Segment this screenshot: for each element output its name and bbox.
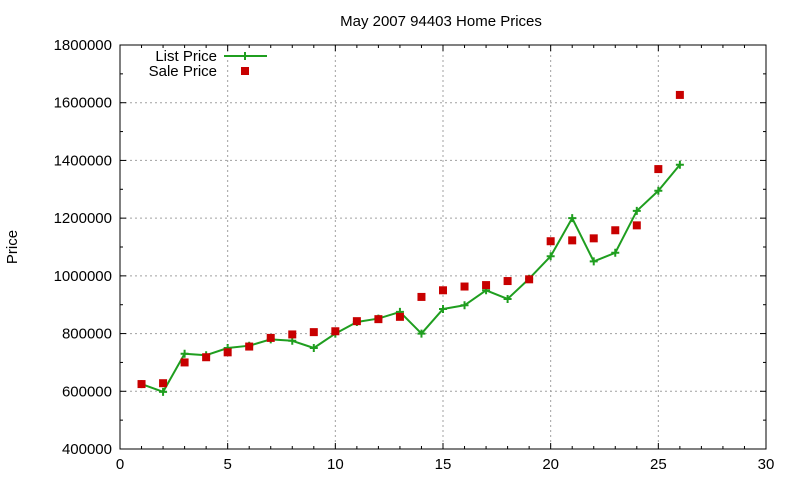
sale-price-point (288, 330, 297, 339)
legend: List Price Sale Price (149, 48, 267, 80)
y-tick-label: 1200000 (54, 210, 112, 227)
list-price-point (159, 387, 168, 396)
sale-price-point (439, 286, 447, 295)
sale-price-point (546, 237, 555, 246)
y-tick-label: 400000 (62, 441, 112, 458)
sale-price-point (482, 281, 491, 290)
sale-price-point (137, 380, 146, 389)
list-price-point (675, 160, 684, 169)
y-tick-label: 1000000 (54, 268, 112, 285)
list-price-point (417, 329, 426, 338)
list-price-point (309, 344, 318, 352)
sale-price-point (180, 358, 189, 367)
x-tick-label: 10 (327, 456, 344, 473)
sale-price-point (503, 277, 512, 286)
sale-price-point (374, 315, 383, 324)
sale-price-point (352, 317, 361, 326)
sale-price-point (223, 348, 232, 357)
y-tick-label: 1800000 (54, 37, 112, 54)
sale-price-point (568, 236, 577, 245)
legend-marker-sale-price (241, 67, 249, 75)
grid (120, 45, 766, 449)
list-price-point (439, 305, 447, 314)
sale-price-point (675, 90, 684, 99)
sale-price-point (417, 292, 426, 301)
chart-title: May 2007 94403 Home Prices (340, 13, 542, 30)
sale-price-point (611, 226, 620, 235)
x-tick-label: 15 (435, 456, 452, 473)
y-tick-label: 1400000 (54, 152, 112, 169)
axes: 0 5 10 15 20 25 30 400000 600000 800000 1000000 120… (54, 37, 775, 473)
y-tick-label: 600000 (62, 383, 112, 400)
legend-label-list-price: List Price (155, 48, 217, 65)
sale-price-point (654, 165, 663, 174)
y-axis-label: Price (4, 230, 21, 264)
list-price-point (180, 349, 189, 358)
sale-price-point (525, 275, 534, 284)
list-price-point (568, 214, 577, 223)
x-tick-label: 0 (116, 456, 124, 473)
list-price-point (460, 301, 469, 310)
x-tick-label: 5 (223, 456, 231, 473)
sale-price-point (395, 312, 404, 321)
sale-price-point (460, 282, 469, 291)
sale-price-point (202, 353, 211, 362)
sale-price-point (266, 333, 275, 342)
list-price-point (589, 257, 598, 266)
series-line-list-price (141, 164, 681, 393)
list-price-point (503, 294, 512, 303)
list-price-point (632, 206, 641, 215)
plot-area (137, 90, 684, 396)
sale-price-point (632, 221, 641, 230)
x-tick-label: 25 (650, 456, 667, 473)
list-price-point (611, 248, 620, 257)
y-tick-label: 800000 (62, 326, 112, 343)
sale-price-point (159, 379, 168, 388)
x-tick-label: 20 (542, 456, 559, 473)
sale-price-point (309, 328, 318, 337)
sale-price-point (245, 342, 254, 351)
legend-marker-list-price (241, 52, 249, 60)
list-price-point (654, 186, 663, 195)
y-tick-label: 1600000 (54, 95, 112, 112)
sale-price-point (589, 234, 598, 243)
x-tick-label: 30 (758, 456, 775, 473)
list-price-point (546, 252, 555, 261)
sale-price-point (331, 327, 340, 336)
legend-label-sale-price: Sale Price (149, 63, 217, 80)
